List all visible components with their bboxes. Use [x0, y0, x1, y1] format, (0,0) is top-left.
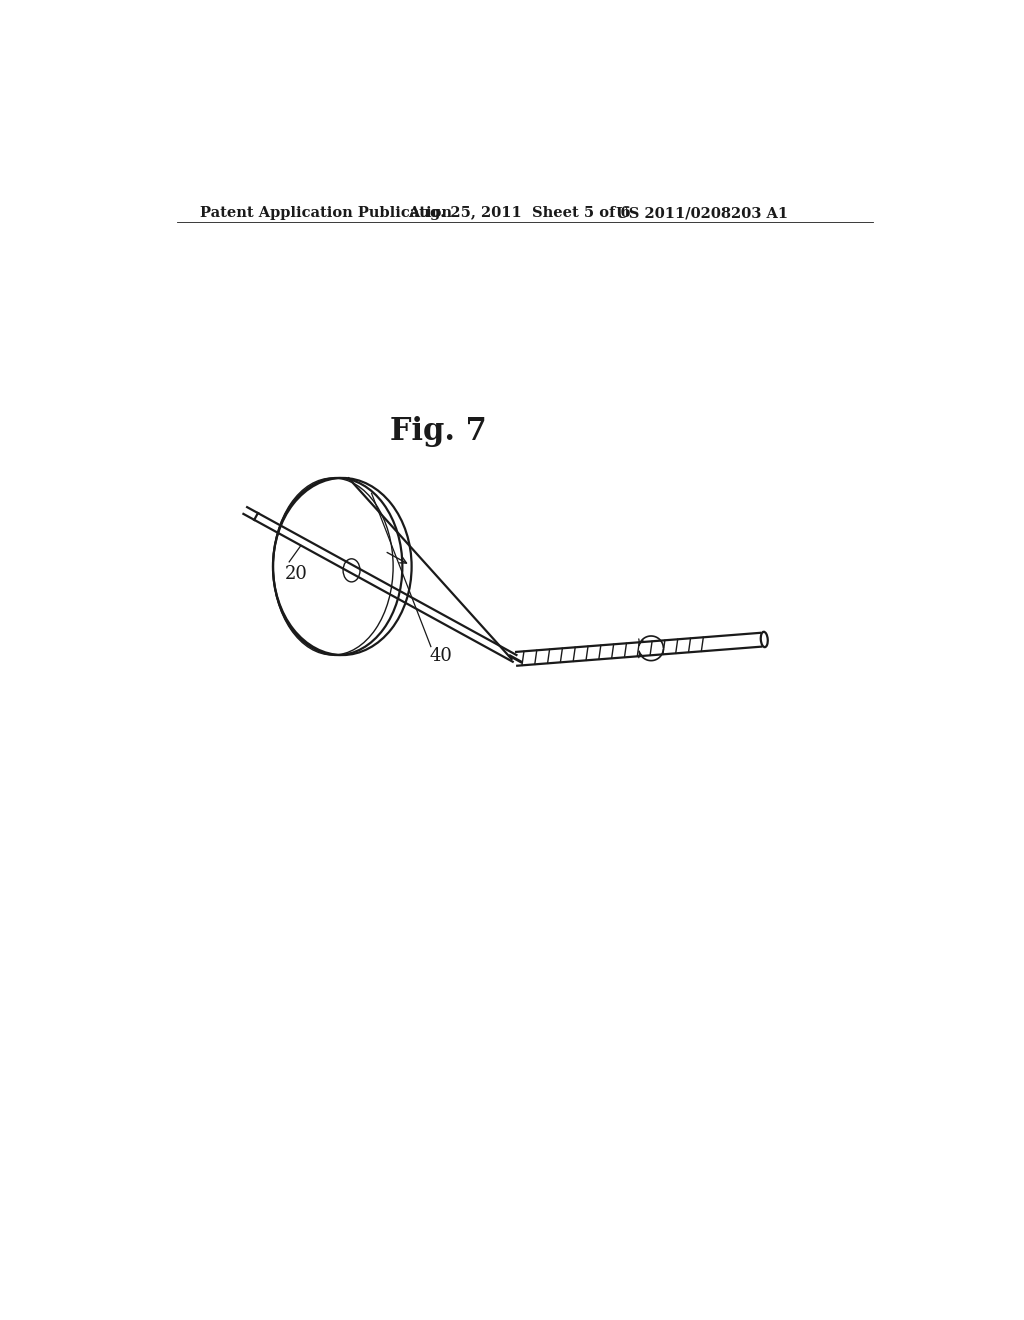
Text: Aug. 25, 2011  Sheet 5 of 6: Aug. 25, 2011 Sheet 5 of 6 — [408, 206, 631, 220]
Text: 20: 20 — [285, 565, 307, 583]
Text: Patent Application Publication: Patent Application Publication — [200, 206, 452, 220]
Text: 40: 40 — [429, 647, 453, 665]
Text: US 2011/0208203 A1: US 2011/0208203 A1 — [615, 206, 787, 220]
Text: Fig. 7: Fig. 7 — [390, 416, 487, 447]
